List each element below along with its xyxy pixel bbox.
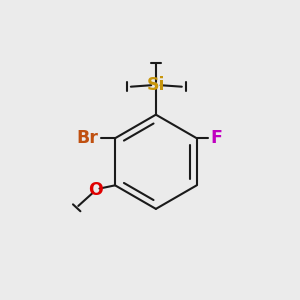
Text: F: F xyxy=(211,129,222,147)
Text: Br: Br xyxy=(76,129,98,147)
Text: O: O xyxy=(88,181,103,199)
Text: Si: Si xyxy=(147,76,165,94)
